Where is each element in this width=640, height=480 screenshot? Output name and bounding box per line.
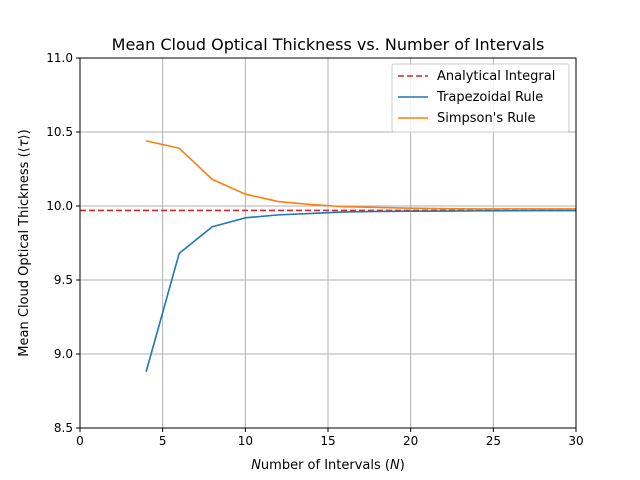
x-tick-label: 25: [486, 434, 501, 448]
y-tick-label: 9.5: [54, 273, 73, 287]
x-axis-label: Number of Intervals (N): [251, 458, 405, 473]
tick-layer: 0 5 10 15 20 25 30 8.5 9.0 9.5 10.0 10.5 11.0: [46, 51, 583, 448]
y-tick-label: 9.0: [54, 347, 73, 361]
y-axis-label: Mean Cloud Optical Thickness (⟨τ⟩): [17, 129, 32, 356]
x-tick-label: 5: [159, 434, 167, 448]
x-tick-label: 15: [320, 434, 335, 448]
chart-title: Mean Cloud Optical Thickness vs. Number …: [112, 35, 545, 54]
y-tick-label: 10.5: [46, 125, 73, 139]
y-tick-label: 10.0: [46, 199, 73, 213]
x-tick-label: 20: [403, 434, 418, 448]
series-line-trapezoidal-rule: [145, 209, 576, 372]
x-tick-label: 0: [76, 434, 84, 448]
legend-label: Simpson's Rule: [437, 111, 536, 126]
legend-label: Analytical Integral: [437, 69, 555, 84]
legend-label: Trapezoidal Rule: [436, 90, 543, 105]
legend: Analytical Integral Trapezoidal Rule Simps…: [391, 63, 570, 133]
x-tick-label: 10: [238, 434, 253, 448]
series-line-simpson-s-rule: [145, 140, 576, 210]
y-tick-label: 8.5: [54, 421, 73, 435]
legend-box: [391, 63, 570, 133]
x-tick-label: 30: [568, 434, 583, 448]
series-layer: [80, 140, 576, 372]
y-tick-label: 11.0: [46, 51, 73, 65]
